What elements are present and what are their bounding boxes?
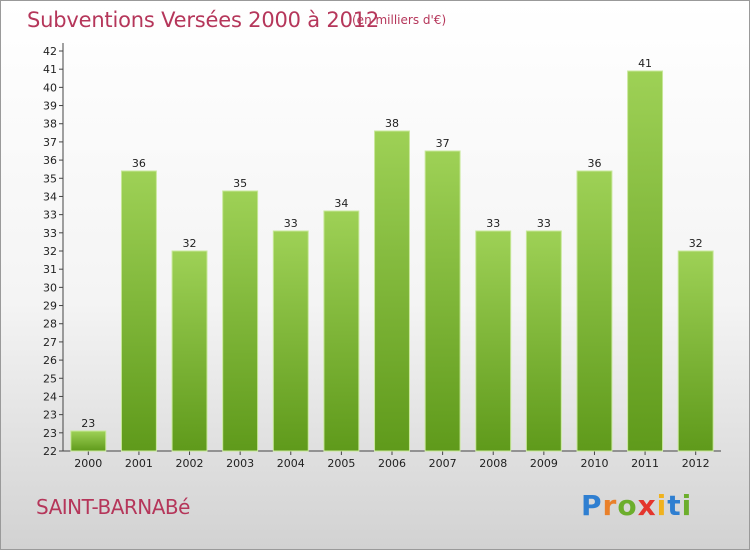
- x-tick-label: 2011: [631, 457, 659, 470]
- x-axis: 2000 2001 2002 2003 2004 2005 2006 2007 2008 2009…: [63, 450, 721, 470]
- y-tick-label: 42: [43, 45, 57, 58]
- bar: [374, 130, 410, 452]
- y-tick-label: 26: [43, 354, 57, 367]
- data-label: 37: [436, 137, 450, 150]
- data-label: 33: [284, 217, 298, 230]
- y-tick-label: 27: [43, 336, 57, 349]
- logo-letter: x: [637, 489, 657, 522]
- bar: [222, 190, 259, 452]
- logo-letter: r: [602, 489, 618, 522]
- x-tick-label: 2005: [327, 457, 355, 470]
- bar: [677, 250, 714, 452]
- bar: [576, 170, 613, 452]
- bar: [525, 230, 562, 452]
- bar: [475, 230, 512, 452]
- x-tick-label: 2010: [580, 457, 608, 470]
- y-tick-label: 23: [43, 427, 57, 440]
- data-label: 33: [537, 217, 551, 230]
- data-label: 34: [334, 197, 348, 210]
- data-label: 32: [183, 237, 197, 250]
- logo-letter: P: [581, 489, 603, 522]
- bar: [424, 150, 461, 452]
- y-tick-label: 37: [43, 136, 57, 149]
- logo-letter: o: [617, 489, 638, 522]
- data-label: 41: [638, 57, 652, 70]
- x-tick-label: 2003: [226, 457, 254, 470]
- bar: [323, 210, 360, 452]
- y-tick-label: 29: [43, 300, 57, 313]
- y-tick-label: 33: [43, 227, 57, 240]
- data-label: 36: [132, 157, 146, 170]
- logo-letter: i: [656, 489, 668, 522]
- logo-letter: t: [667, 489, 682, 522]
- x-tick-label: 2001: [125, 457, 153, 470]
- bars: 23 36 32 35 33 34 38 37 33 33 36 41 32: [70, 57, 714, 452]
- y-tick-label: 33: [43, 209, 57, 222]
- y-tick-label: 41: [43, 63, 57, 76]
- data-label: 32: [689, 237, 703, 250]
- data-label: 33: [486, 217, 500, 230]
- x-tick-label: 2008: [479, 457, 507, 470]
- y-tick-label: 31: [43, 263, 57, 276]
- proxiti-logo: Proxiti: [581, 489, 692, 522]
- commune-name: SAINT-BARNABé: [36, 495, 190, 519]
- x-tick-label: 2004: [277, 457, 305, 470]
- y-tick-label: 34: [43, 190, 57, 203]
- y-tick-label: 35: [43, 172, 57, 185]
- data-label: 36: [587, 157, 601, 170]
- y-tick-label: 32: [43, 245, 57, 258]
- y-tick-label: 24: [43, 390, 57, 403]
- logo-letter: i: [681, 489, 693, 522]
- bar: [272, 230, 309, 452]
- chart-title: Subventions Versées 2000 à 2012: [27, 8, 380, 32]
- y-tick-label: 36: [43, 154, 57, 167]
- data-label: 38: [385, 117, 399, 130]
- y-axis: 22 23 23 24 25 26 27 28 29 30 31 32 33 33 34 35 36 37 38 39…: [43, 43, 64, 458]
- x-tick-label: 2002: [176, 457, 204, 470]
- y-tick-label: 40: [43, 81, 57, 94]
- x-tick-label: 2009: [530, 457, 558, 470]
- y-tick-label: 28: [43, 318, 57, 331]
- y-tick-label: 38: [43, 118, 57, 131]
- chart-unit-subtitle: (en milliers d'€): [352, 13, 447, 27]
- data-label: 35: [233, 177, 247, 190]
- data-label: 23: [81, 417, 95, 430]
- y-tick-label: 22: [43, 445, 57, 458]
- bar: [627, 70, 664, 452]
- y-tick-label: 25: [43, 372, 57, 385]
- y-tick-label: 23: [43, 409, 57, 422]
- y-tick-label: 30: [43, 281, 57, 294]
- y-tick-label: 39: [43, 100, 57, 113]
- bar: [70, 430, 107, 452]
- bar: [120, 170, 157, 452]
- x-tick-label: 2000: [74, 457, 102, 470]
- x-tick-label: 2007: [429, 457, 457, 470]
- bar: [171, 250, 208, 452]
- x-tick-label: 2012: [682, 457, 710, 470]
- x-tick-label: 2006: [378, 457, 406, 470]
